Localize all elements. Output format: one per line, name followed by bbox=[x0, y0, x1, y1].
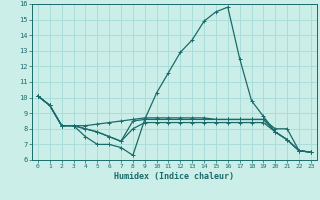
X-axis label: Humidex (Indice chaleur): Humidex (Indice chaleur) bbox=[115, 172, 234, 181]
